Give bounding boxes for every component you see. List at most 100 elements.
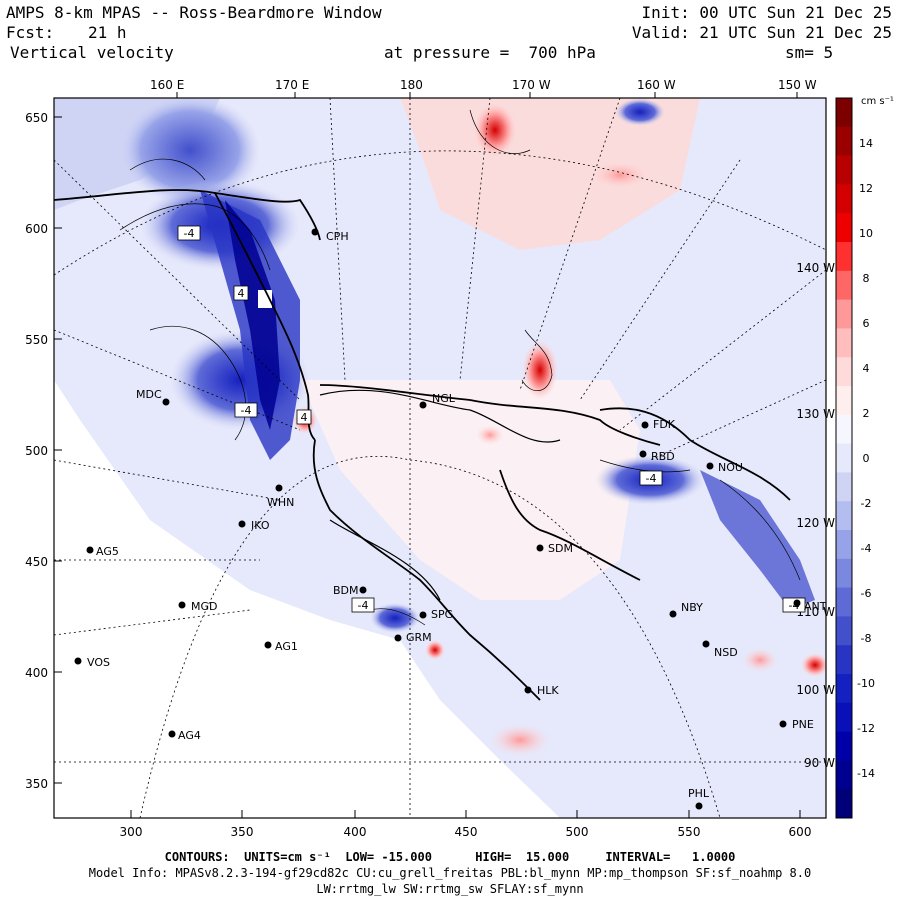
colorbar-swatch: [836, 270, 852, 301]
y-tick-400: 400: [25, 666, 48, 680]
blue-cell-a: [120, 98, 260, 205]
colorbar-swatch: [836, 299, 852, 329]
y-tick-350: 350: [25, 777, 48, 791]
station-label: ANT: [804, 600, 827, 613]
station-label: IKO: [251, 519, 270, 532]
y-tick-650: 650: [25, 111, 48, 125]
station-marker: [275, 484, 283, 492]
colorbar-tick-label: 6: [863, 317, 870, 330]
station-label: AG4: [178, 729, 201, 742]
x-tick-550: 550: [678, 825, 701, 839]
station-marker: [311, 228, 319, 236]
plot-frame: [53, 97, 827, 819]
colorbar-swatch: [836, 674, 852, 704]
colorbar-tick-label: -6: [861, 587, 872, 600]
contour-label: -4: [184, 227, 195, 240]
station-label: PHL: [688, 787, 710, 800]
colorbar-units: cm s⁻¹: [861, 96, 894, 107]
station-marker: [394, 634, 402, 642]
axis-ticks: [54, 92, 801, 818]
station-label: MGD: [191, 600, 218, 613]
colorbar-swatch: [836, 443, 852, 473]
contour-label: -4: [358, 599, 369, 612]
colorbar-tick-label: 14: [859, 137, 873, 150]
colorbar-swatch: [836, 587, 852, 617]
station-marker: [178, 601, 186, 609]
colorbar-tick-label: 10: [859, 227, 873, 240]
init-time: Init: 00 UTC Sun 21 Dec 25: [641, 3, 892, 22]
colorbar-swatch: [836, 501, 852, 531]
colorbar-swatch: [836, 414, 852, 445]
lon-label-170w: 170 W: [512, 78, 551, 92]
model-info: Model Info: MPASv8.2.3-194-gf29cd82c CU:…: [88, 866, 812, 880]
colorbar-tick-label: 2: [863, 407, 870, 420]
y-tick-500: 500: [25, 444, 48, 458]
station-label: NOU: [718, 461, 743, 474]
coastline: [54, 189, 791, 701]
colorbar-swatch: [836, 616, 852, 646]
colorbar-swatch: [836, 386, 852, 416]
colorbar-tick-label: -8: [861, 632, 872, 645]
contour-label: -4: [789, 599, 800, 612]
colorbar-swatch: [836, 760, 852, 790]
variable-name: Vertical velocity: [10, 43, 174, 62]
red-cell-b: [522, 340, 558, 400]
colorbar: cm s⁻¹ 14 12 10 8 6 4 2 0 -2 -4 -6 -8 -10 -12 -14: [835, 96, 894, 819]
station-marker: [264, 641, 272, 649]
lon-label-100w: 100 W: [796, 683, 835, 697]
forecast-hour: 21 h: [88, 23, 127, 42]
station-label: AG1: [275, 640, 298, 653]
station-label: NBY: [681, 601, 703, 614]
colorbar-tick-label: -4: [861, 542, 872, 555]
contour-label: 4: [301, 411, 308, 424]
x-tick-450: 450: [455, 825, 478, 839]
station-marker: [669, 610, 677, 618]
forecast-label: Fcst:: [6, 23, 55, 42]
station-marker: [641, 421, 649, 429]
station-label: VOS: [87, 656, 110, 669]
station-label: HLK: [537, 684, 559, 697]
colorbar-swatch: [836, 184, 852, 214]
ice-shelf-field: [300, 380, 640, 600]
lon-label-150w: 150 W: [778, 78, 817, 92]
station-label: AG5: [96, 545, 119, 558]
contour-label: 4: [238, 287, 245, 300]
station-marker: [524, 686, 532, 694]
x-tick-400: 400: [344, 825, 367, 839]
lon-label-180: 180: [400, 78, 423, 92]
y-tick-450: 450: [25, 555, 48, 569]
colorbar-swatch: [836, 242, 852, 272]
station-marker: [639, 450, 647, 458]
colorbar-swatch: [836, 472, 852, 502]
x-tick-350: 350: [231, 825, 254, 839]
station-marker: [238, 520, 246, 528]
station-marker: [168, 730, 176, 738]
y-tick-550: 550: [25, 333, 48, 347]
contour-label: -4: [241, 404, 252, 417]
station-label: SDM: [548, 542, 573, 555]
station-marker: [695, 802, 703, 810]
colorbar-swatch: [836, 702, 852, 733]
colorbar-swatch: [836, 558, 852, 589]
red-cell-d: [425, 640, 445, 660]
station-label: WHN: [267, 496, 294, 509]
colorbar-swatch: [836, 789, 852, 819]
red-cell-a: [473, 102, 517, 158]
lon-label-140w: 140 W: [796, 261, 835, 275]
x-tick-500: 500: [566, 825, 589, 839]
colorbar-tick-label: -2: [861, 497, 872, 510]
pressure-level: at pressure = 700 hPa: [384, 43, 596, 62]
stations-layer: CPH MDC NGL WHN IKO AG5 MGD VOS AG1 AG4 …: [74, 228, 827, 810]
missing-data-patch: [258, 290, 272, 308]
valid-time: Valid: 21 UTC Sun 21 Dec 25: [631, 23, 892, 42]
colorbar-tick-label: -12: [857, 722, 875, 735]
station-label: SPG: [431, 608, 453, 621]
colorbar-swatch: [836, 731, 852, 761]
lon-label-90w: 90 W: [804, 756, 835, 770]
station-label: RBD: [651, 450, 675, 463]
map-title: AMPS 8-km MPAS -- Ross-Beardmore Window: [6, 3, 382, 22]
colorbar-tick-label: 4: [863, 362, 870, 375]
lon-label-110w: 110 W: [796, 605, 835, 619]
x-tick-600: 600: [789, 825, 812, 839]
station-label: GRM: [406, 631, 432, 644]
